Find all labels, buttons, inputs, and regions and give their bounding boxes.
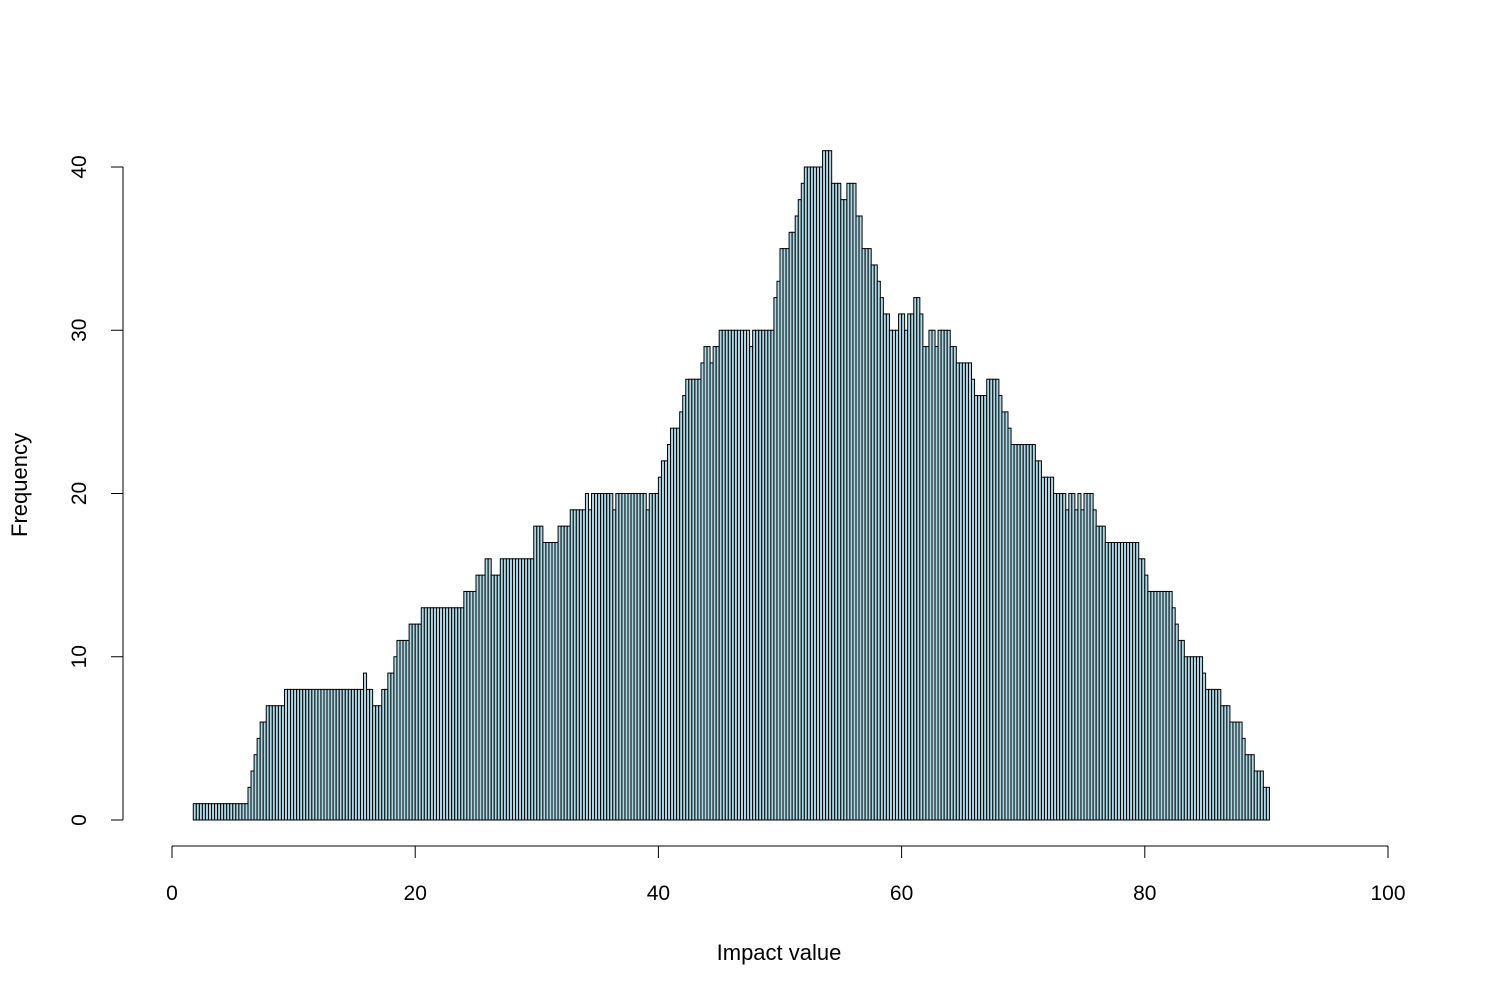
x-tick-label: 40 xyxy=(647,882,670,905)
histogram-bar xyxy=(1265,786,1270,821)
x-tick-label: 60 xyxy=(890,882,913,905)
y-tick-label: 20 xyxy=(68,482,91,505)
histogram-bars xyxy=(192,150,1270,821)
x-tick-label: 20 xyxy=(404,882,427,905)
x-tick-label: 0 xyxy=(166,882,178,905)
y-tick-label: 30 xyxy=(68,319,91,342)
y-axis-title: Frequency xyxy=(7,433,32,537)
y-tick-label: 40 xyxy=(68,155,91,178)
x-axis-title: Impact value xyxy=(717,940,842,965)
y-tick-label: 0 xyxy=(68,814,91,826)
x-tick-label: 100 xyxy=(1370,882,1405,905)
x-tick-label: 80 xyxy=(1133,882,1156,905)
y-tick-label: 10 xyxy=(68,645,91,668)
x-axis: 0 20 40 60 80 100 xyxy=(166,845,1406,905)
y-axis: 0 10 20 30 40 xyxy=(68,155,124,826)
